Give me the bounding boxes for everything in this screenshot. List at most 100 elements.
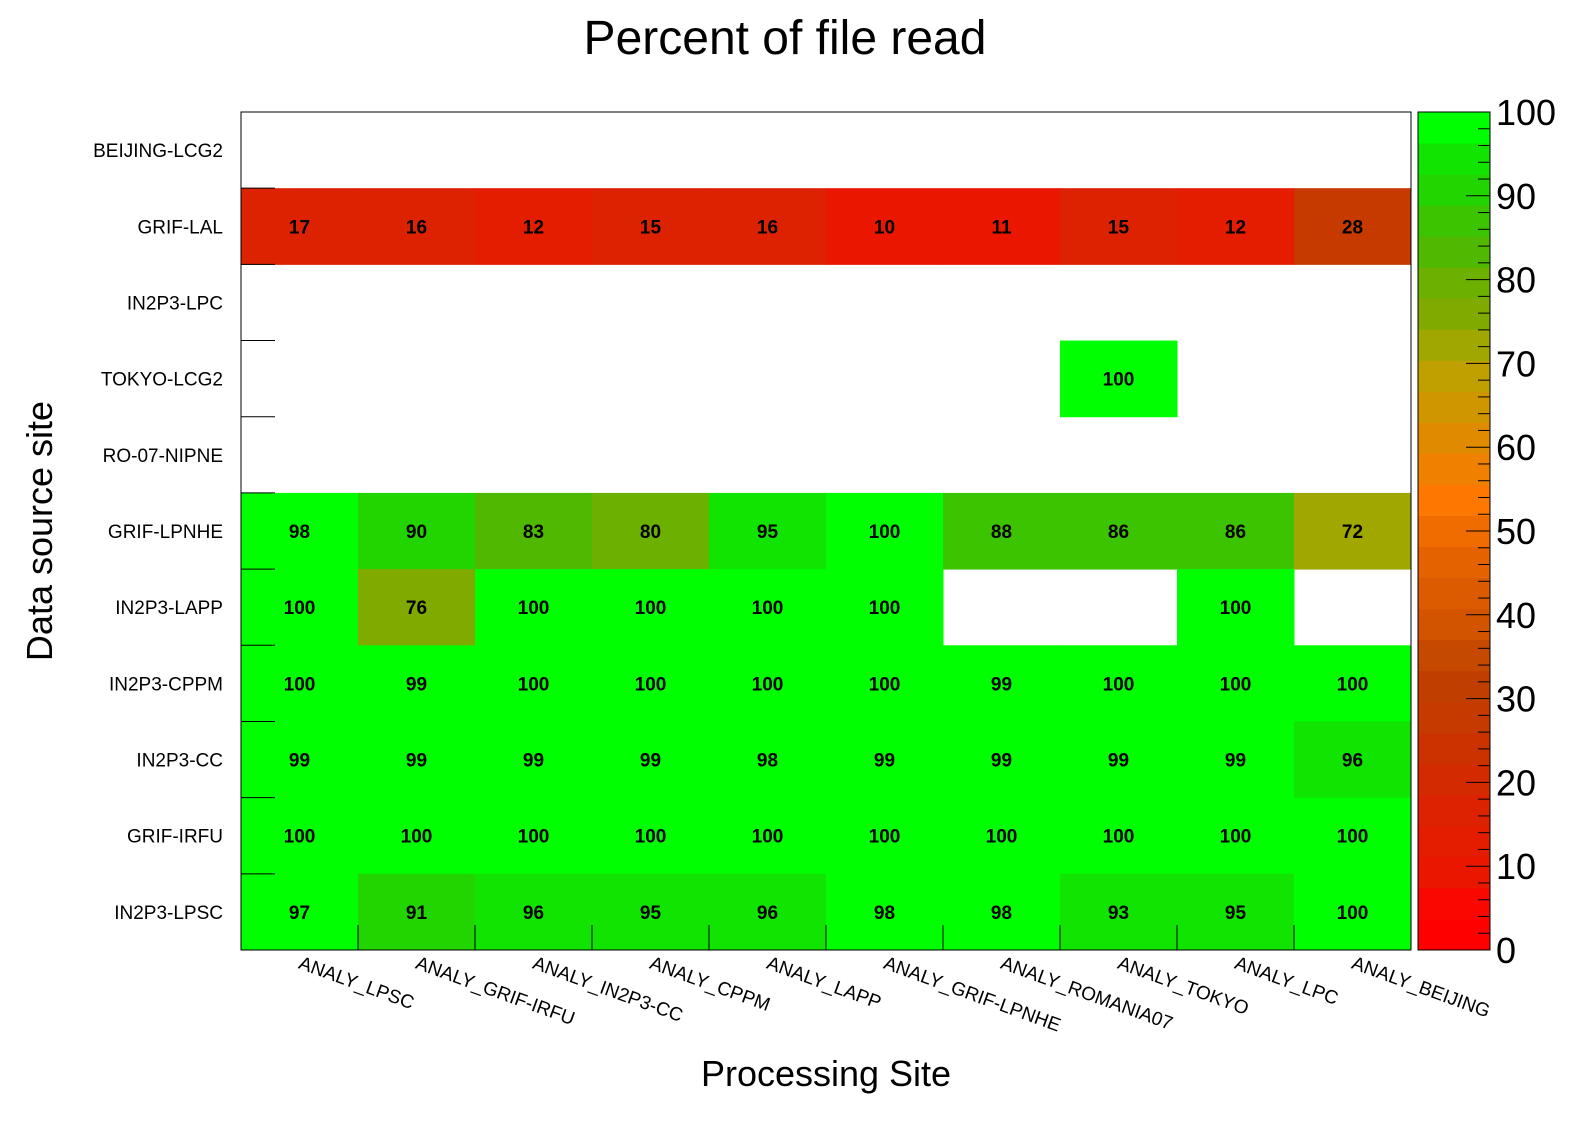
- heatmap-cell: [241, 797, 359, 875]
- palette-segment: [1418, 298, 1490, 330]
- y-tick-label: IN2P3-LPC: [127, 293, 223, 314]
- cell-value-label: 100: [518, 674, 550, 695]
- heatmap-cells: [241, 188, 1412, 951]
- x-tick-label: ANALY_LAPP: [764, 953, 884, 1014]
- palette-tick-label: 60: [1496, 427, 1536, 468]
- y-tick-label: TOKYO-LCG2: [101, 370, 223, 391]
- cell-value-label: 99: [523, 751, 544, 772]
- cell-value-label: 100: [752, 598, 784, 619]
- cell-value-label: 100: [1337, 674, 1369, 695]
- palette-tick-label: 100: [1496, 92, 1556, 133]
- cell-value-label: 100: [1220, 598, 1252, 619]
- heatmap-cell: [358, 645, 476, 722]
- cell-value-label: 91: [406, 903, 428, 924]
- heatmap-cell: [709, 492, 827, 570]
- heatmap-cell: [709, 873, 827, 951]
- y-tick-label: GRIF-LAL: [137, 217, 223, 238]
- palette-tick-label: 70: [1496, 343, 1536, 384]
- heatmap-cell: [475, 873, 593, 951]
- cell-value-label: 11: [991, 217, 1012, 238]
- heatmap-cell: [1177, 873, 1295, 951]
- heatmap-cell: [241, 188, 359, 265]
- cell-value-label: 100: [284, 674, 316, 695]
- cell-value-label: 95: [640, 903, 662, 924]
- palette-segment: [1418, 887, 1490, 920]
- heatmap-cell: [1060, 492, 1178, 570]
- heatmap-cell: [1177, 797, 1295, 875]
- cell-value-label: 99: [991, 674, 1012, 695]
- heatmap-cell: [592, 569, 710, 646]
- cell-value-label: 100: [635, 598, 667, 619]
- cell-value-label: 86: [1108, 522, 1129, 543]
- palette-segment: [1418, 701, 1490, 734]
- heatmap-cell: [1294, 492, 1412, 570]
- cell-value-label: 100: [518, 827, 550, 848]
- cell-value-label: 10: [874, 217, 895, 238]
- cell-value-label: 100: [869, 522, 901, 543]
- cell-value-label: 96: [1342, 751, 1363, 772]
- heatmap-cell: [475, 645, 593, 722]
- heatmap-cell: [358, 873, 476, 951]
- heatmap-cell: [709, 569, 827, 646]
- heatmap-cell: [1060, 340, 1178, 418]
- cell-value-label: 88: [991, 522, 1012, 543]
- cell-value-label: 99: [1108, 751, 1129, 772]
- y-tick-label: GRIF-IRFU: [127, 827, 223, 848]
- heatmap-cell: [358, 797, 476, 875]
- cell-value-label: 99: [289, 751, 310, 772]
- cell-value-label: 17: [289, 217, 310, 238]
- cell-value-label: 99: [991, 751, 1012, 772]
- heatmap-cell: [943, 797, 1061, 875]
- palette-segment: [1418, 360, 1490, 392]
- cell-value-label: 86: [1225, 522, 1246, 543]
- heatmap-cell: [241, 645, 359, 722]
- heatmap-cell: [1294, 721, 1412, 799]
- palette-segment: [1418, 391, 1490, 423]
- heatmap-cell: [241, 721, 359, 799]
- palette-segment: [1418, 825, 1490, 858]
- palette-segment: [1418, 577, 1490, 610]
- chart-title: Percent of file read: [584, 12, 987, 65]
- cell-value-labels: 17 16 12 15 16 10 11 15 12 28 100 98 90 83 80 95 100 88 86…: [284, 217, 1369, 924]
- heatmap-cell: [475, 492, 593, 570]
- cell-value-label: 83: [523, 522, 544, 543]
- palette-segment: [1418, 112, 1490, 144]
- cell-value-label: 28: [1342, 217, 1363, 238]
- cell-value-label: 98: [757, 751, 778, 772]
- palette-tick-label: 80: [1496, 260, 1536, 301]
- heatmap-cell: [241, 873, 359, 951]
- cell-value-label: 100: [284, 827, 316, 848]
- y-axis: BEIJING-LCG2 GRIF-LAL IN2P3-LPC TOKYO-LCG2 R…: [93, 141, 275, 924]
- cell-value-label: 97: [289, 903, 310, 924]
- cell-value-label: 16: [757, 217, 778, 238]
- heatmap-cell: [1060, 797, 1178, 875]
- heatmap-cell: [943, 873, 1061, 951]
- heatmap-cell: [826, 188, 944, 265]
- cell-value-label: 100: [284, 598, 316, 619]
- heatmap-cell: [943, 721, 1061, 799]
- palette-segment: [1418, 670, 1490, 703]
- heatmap-cell: [1060, 645, 1178, 722]
- cell-value-label: 76: [406, 598, 427, 619]
- cell-value-label: 100: [1103, 674, 1135, 695]
- heatmap-cell: [1177, 188, 1295, 265]
- heatmap-cell: [1294, 188, 1412, 265]
- cell-value-label: 100: [518, 598, 550, 619]
- palette-segment: [1418, 546, 1490, 579]
- heatmap-cell: [826, 645, 944, 722]
- y-tick-label: IN2P3-LAPP: [115, 598, 223, 619]
- cell-value-label: 15: [1108, 217, 1130, 238]
- cell-value-label: 72: [1342, 522, 1363, 543]
- y-axis-title: Data source site: [19, 401, 60, 661]
- palette-segment: [1418, 484, 1490, 516]
- cell-value-label: 99: [406, 751, 427, 772]
- cell-value-label: 100: [752, 827, 784, 848]
- heatmap-cell: [826, 721, 944, 799]
- palette-segment: [1418, 205, 1490, 237]
- heatmap-cell: [1177, 721, 1295, 799]
- heatmap-cell: [475, 188, 593, 265]
- cell-value-label: 12: [523, 217, 544, 238]
- cell-value-label: 100: [1220, 674, 1252, 695]
- heatmap-cell: [1177, 645, 1295, 722]
- heatmap-cell: [709, 797, 827, 875]
